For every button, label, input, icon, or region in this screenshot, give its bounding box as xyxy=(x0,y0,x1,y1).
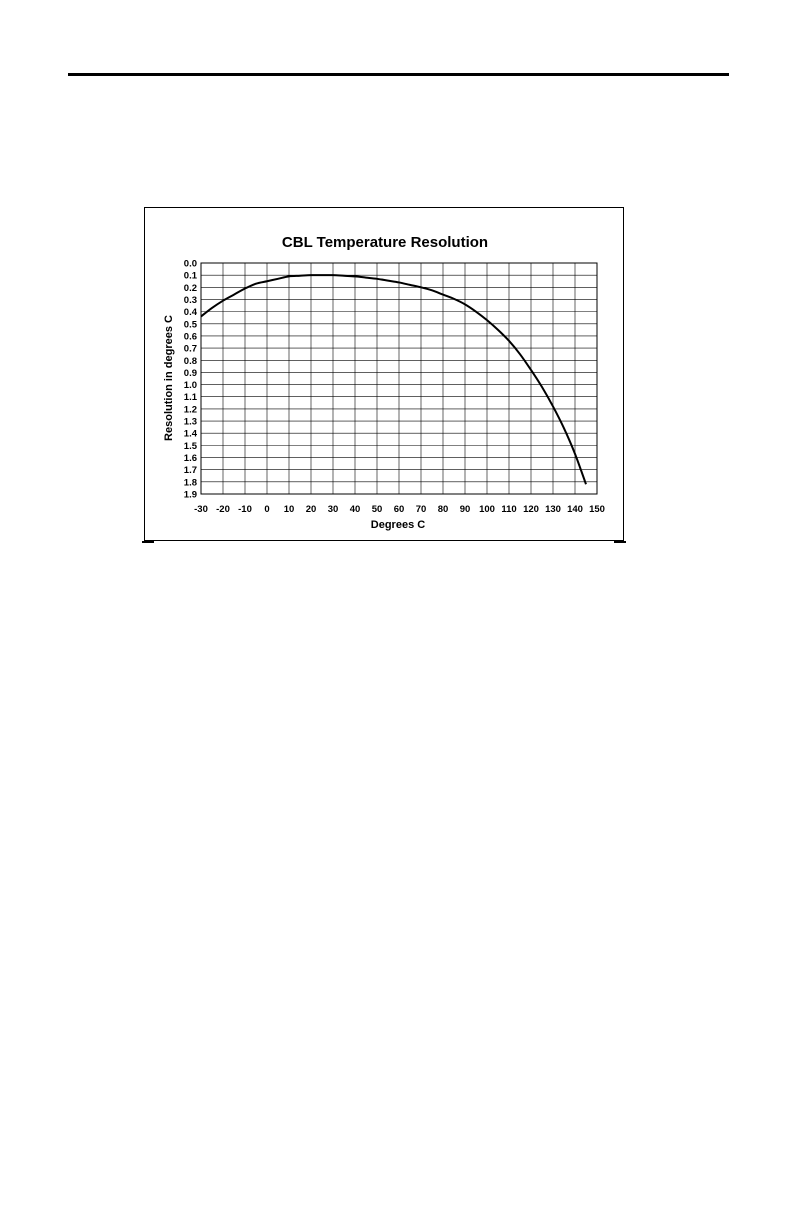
page-top-rule xyxy=(68,73,729,76)
x-tick-label: 90 xyxy=(460,504,471,515)
series-line xyxy=(200,274,587,485)
x-tick-label: 130 xyxy=(545,504,561,515)
y-tick-label: 0.7 xyxy=(184,344,197,355)
x-axis-label: Degrees C xyxy=(371,519,425,531)
y-tick-label: 1.1 xyxy=(184,392,198,403)
x-tick-label: 70 xyxy=(416,504,427,515)
y-tick-label: 0.3 xyxy=(184,295,197,306)
x-tick-label: 40 xyxy=(350,504,361,515)
y-tick-label: 1.0 xyxy=(184,380,197,391)
x-tick-label: 120 xyxy=(523,504,539,515)
x-tick-label: 0 xyxy=(264,504,269,515)
y-tick-label: 1.6 xyxy=(184,453,197,464)
y-tick-label: 0.2 xyxy=(184,283,197,294)
series-layer xyxy=(200,274,587,485)
temperature-resolution-chart: CBL Temperature Resolution 0.00.10.20.30… xyxy=(163,234,605,531)
y-axis-label: Resolution in degrees C xyxy=(163,315,175,441)
x-axis-ticks: -30 -20 -10 0 10 20 30 40 50 60 70 80 90 100 110 120 130… xyxy=(194,504,605,515)
x-tick-label: 110 xyxy=(501,504,516,515)
plot-area-border xyxy=(200,262,598,495)
x-tick-label: -10 xyxy=(238,504,252,515)
x-tick-label: 30 xyxy=(328,504,339,515)
y-tick-label: 0.4 xyxy=(184,307,198,318)
chart-title: CBL Temperature Resolution xyxy=(282,234,488,251)
chart-frame: CBL Temperature Resolution 0.0 0.1 0.2 0.3 0… xyxy=(144,207,624,541)
x-tick-label: -20 xyxy=(216,504,230,515)
x-tick-label: 10 xyxy=(284,504,295,515)
x-tick-label: 60 xyxy=(394,504,405,515)
x-tick-label: 50 xyxy=(372,504,383,515)
x-tick-label: 100 xyxy=(479,504,495,515)
y-tick-label: 0.9 xyxy=(184,368,197,379)
x-tick-label: 150 xyxy=(589,504,605,515)
y-tick-label: 1.3 xyxy=(184,417,197,428)
x-tick-label: 140 xyxy=(567,504,583,515)
y-tick-label: 0.8 xyxy=(184,356,197,367)
y-tick-label: 1.9 xyxy=(184,490,197,501)
frame-foot-left xyxy=(142,541,154,543)
frame-foot-right xyxy=(614,541,626,543)
y-tick-label: 1.8 xyxy=(184,477,197,488)
y-axis-ticks: 0.00.10.20.30.40.50.6 0.70.80.91.01.11.2 1… xyxy=(184,259,198,501)
y-tick-label: 0.0 xyxy=(184,259,197,270)
x-tick-label: 20 xyxy=(306,504,317,515)
x-tick-label: -30 xyxy=(194,504,208,515)
y-tick-label: 1.2 xyxy=(184,404,197,415)
y-tick-label: 1.4 xyxy=(184,429,198,440)
y-tick-label: 1.7 xyxy=(184,465,197,476)
x-tick-label: 80 xyxy=(438,504,449,515)
grid xyxy=(200,262,598,495)
y-tick-label: 0.1 xyxy=(184,271,198,282)
y-tick-label: 0.6 xyxy=(184,331,197,342)
y-tick-label: 1.5 xyxy=(184,441,198,452)
y-tick-label: 0.5 xyxy=(184,319,198,330)
